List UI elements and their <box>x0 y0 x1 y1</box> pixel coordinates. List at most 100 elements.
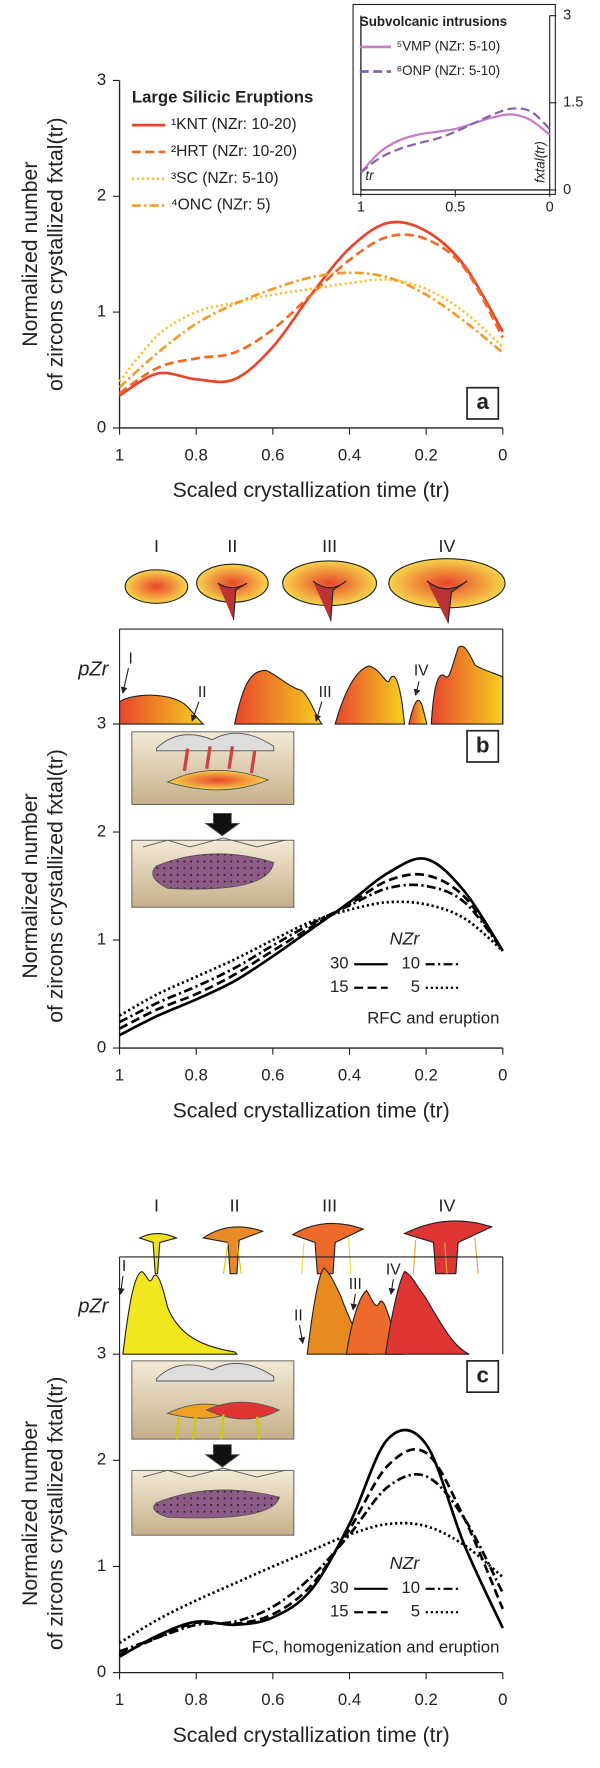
legend-label: 10 <box>401 1578 420 1597</box>
data-line <box>119 1472 504 1653</box>
x-tick-label: 1 <box>115 445 124 464</box>
profile-marker: IV <box>414 663 429 680</box>
y-tick-label: 0 <box>563 182 571 198</box>
y-tick-label: 3 <box>97 1344 106 1363</box>
stage-label: IV <box>438 536 455 556</box>
x-axis-label: Scaled crystallization time (tr) <box>173 1724 450 1747</box>
stage-label: I <box>154 536 159 556</box>
x-tick-label: 1 <box>357 200 365 216</box>
profile-arrows-c <box>118 1275 396 1345</box>
x-tick-label: 1 <box>115 1065 124 1084</box>
profile-marker: III <box>349 1276 362 1293</box>
panel-label-box <box>466 1360 500 1394</box>
legend-label: ⁴ONC (NZr: 5) <box>171 197 271 214</box>
schematic-b <box>124 558 506 624</box>
x-tick-label: 0.6 <box>261 445 284 464</box>
x-tick-label: 0.4 <box>338 1690 361 1709</box>
x-axis-label: Scaled crystallization time (tr) <box>173 479 450 502</box>
y-axis-label: of zircons crystallized fxtal(tr) <box>45 117 68 391</box>
profile-c <box>118 1256 504 1355</box>
panel-label-box <box>466 386 500 420</box>
profile-marker: I <box>129 650 133 667</box>
legend-label: 5 <box>411 977 420 996</box>
data-line <box>118 1521 504 1645</box>
legend-label: 10 <box>401 954 420 973</box>
profile-label: pZr <box>77 1296 109 1318</box>
profile-label: pZr <box>77 659 109 681</box>
data-line <box>118 1428 505 1658</box>
data-line <box>118 278 504 383</box>
data-line <box>118 900 504 1017</box>
panel-label-box <box>466 729 500 763</box>
profile-marker: I <box>122 1258 126 1275</box>
data-line <box>360 113 551 174</box>
legend-label: ³SC (NZr: 5-10) <box>171 170 279 187</box>
data-line <box>118 883 504 1024</box>
stage-label: IV <box>438 1195 455 1215</box>
x-tick-label: 0.6 <box>261 1065 284 1084</box>
x-tick-label: 0 <box>498 445 507 464</box>
data-line <box>118 233 504 395</box>
x-axis-label: Scaled crystallization time (tr) <box>173 1099 450 1122</box>
annotation: tr <box>365 168 374 183</box>
x-tick-label: 0 <box>498 1065 507 1084</box>
stage-label: III <box>322 1195 337 1215</box>
x-tick-label: 0.6 <box>261 1690 284 1709</box>
y-axis-label: Normalized number <box>19 793 42 978</box>
inset-illustration-b <box>131 731 295 908</box>
x-tick-label: 0.8 <box>185 1690 208 1709</box>
x-tick-label: 0.4 <box>338 1065 361 1084</box>
schematic-c <box>138 1220 494 1275</box>
y-tick-label: 1 <box>97 929 106 948</box>
legend-label: 15 <box>330 1602 349 1621</box>
profile-marker: III <box>319 684 332 701</box>
stage-label: I <box>154 1195 159 1215</box>
inset-illustration-c <box>131 1360 295 1536</box>
y-tick-label: 2 <box>97 186 106 205</box>
inset-frame <box>352 3 556 195</box>
panel-label: b <box>476 732 490 757</box>
profile-marker: II <box>198 684 207 701</box>
legend-label: 5 <box>411 1602 420 1621</box>
stage-label: II <box>230 1195 240 1215</box>
legend-label: ²HRT (NZr: 10-20) <box>171 143 297 160</box>
annotation: FC, homogenization and eruption <box>252 1637 500 1656</box>
profile-b <box>118 628 504 725</box>
annotation: RFC and eruption <box>367 1008 499 1027</box>
y-tick-label: 1 <box>97 1556 106 1575</box>
x-tick-label: 0 <box>498 1690 507 1709</box>
x-tick-label: 0.2 <box>414 445 437 464</box>
y-tick-label: 2 <box>97 821 106 840</box>
x-tick-label: 0.5 <box>445 200 465 216</box>
annotation: fxtal(tr) <box>532 141 547 183</box>
x-tick-label: 0.2 <box>414 1065 437 1084</box>
panel-label: a <box>476 389 489 414</box>
profile-marker: II <box>294 1307 303 1324</box>
x-tick-label: 1 <box>115 1690 124 1709</box>
stage-label: III <box>322 536 337 556</box>
x-tick-label: 0.8 <box>185 1065 208 1084</box>
y-tick-label: 3 <box>563 7 571 23</box>
data-line <box>119 1448 505 1656</box>
profile-arrows-b <box>120 668 421 722</box>
y-axis-label: of zircons crystallized fxtal(tr) <box>45 1377 68 1651</box>
inset-title: Subvolcanic intrusions <box>360 14 507 29</box>
legend-label: ⁵VMP (NZr: 5-10) <box>397 38 501 53</box>
x-tick-label: 0.2 <box>414 1690 437 1709</box>
legend-label: 30 <box>330 1578 349 1597</box>
legend-label: ⁶ONP (NZr: 5-10) <box>397 63 500 78</box>
y-axis-label: Normalized number <box>19 1421 42 1606</box>
x-tick-label: 0.8 <box>185 445 208 464</box>
y-tick-label: 0 <box>97 1037 106 1056</box>
y-tick-label: 0 <box>97 417 106 436</box>
y-tick-label: 3 <box>97 70 106 89</box>
y-axis-label: Normalized number <box>19 162 42 347</box>
stage-label: II <box>227 536 237 556</box>
data-line <box>118 872 504 1030</box>
data-line <box>118 857 504 1037</box>
y-tick-label: 0 <box>97 1662 106 1681</box>
legend-title: NZr <box>390 928 421 948</box>
legend-label: 15 <box>330 977 349 996</box>
